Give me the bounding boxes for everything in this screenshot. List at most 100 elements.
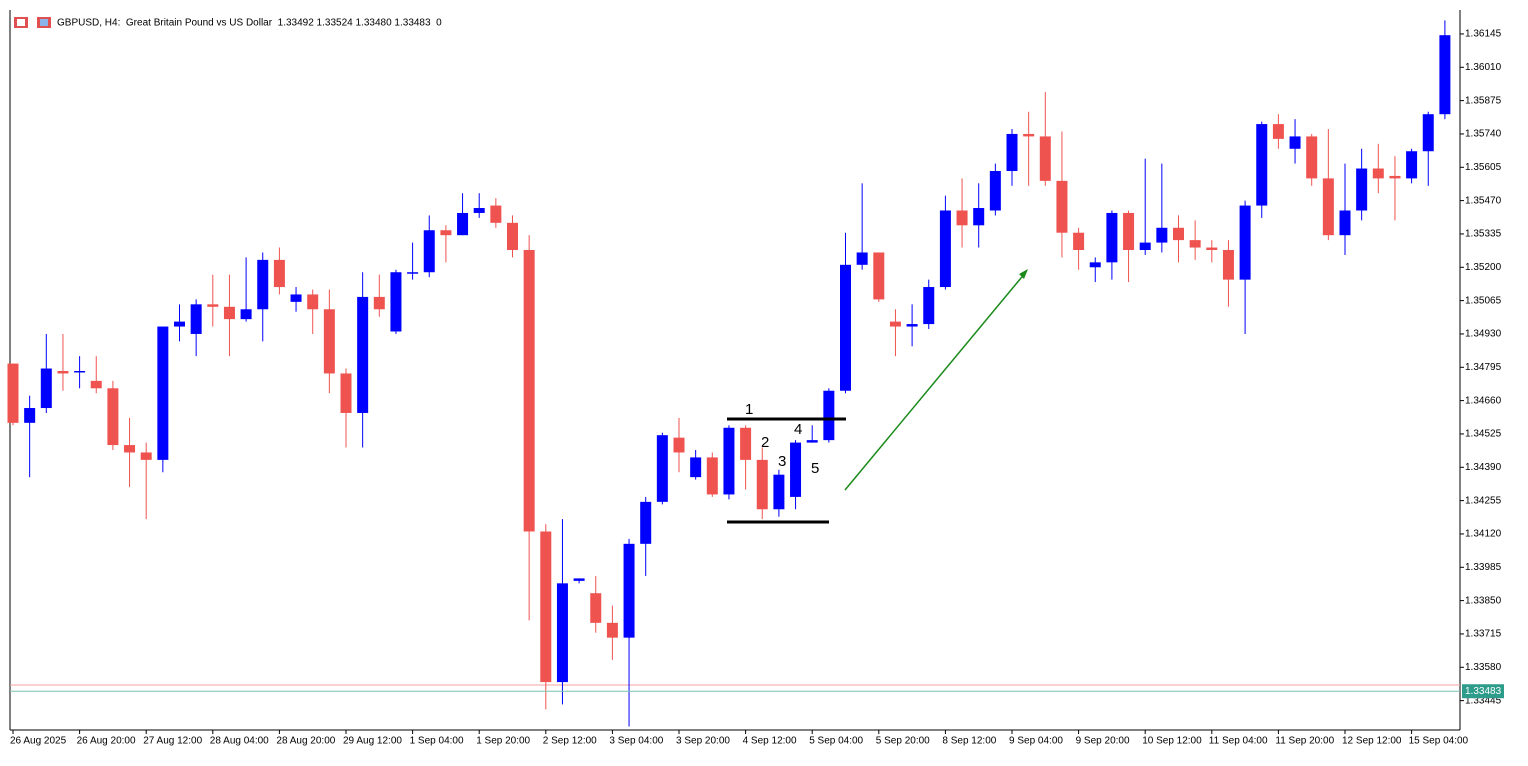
candle-body: [640, 501, 652, 544]
candle-body: [939, 210, 951, 288]
x-tick-label: 26 Aug 20:00: [77, 736, 136, 747]
y-tick-label: 1.34390: [1465, 462, 1502, 473]
y-tick-label: 1.33580: [1465, 662, 1502, 673]
candle-body: [706, 457, 718, 495]
x-tick-label: 27 Aug 12:00: [143, 736, 202, 747]
candle-body: [556, 583, 568, 683]
x-tick-label: 28 Aug 04:00: [210, 736, 269, 747]
x-tick-label: 15 Sep 04:00: [1409, 736, 1469, 747]
candle-body: [1206, 247, 1218, 250]
candle-body: [473, 208, 485, 213]
candle-body: [723, 427, 735, 495]
candle-body: [1406, 151, 1418, 179]
candle-body: [823, 390, 835, 441]
candle-body: [340, 373, 352, 413]
arrow-head: [1019, 269, 1028, 279]
x-tick-label: 8 Sep 12:00: [942, 736, 996, 747]
candle-body: [190, 304, 202, 334]
candle-body: [1189, 240, 1201, 248]
x-tick-label: 1 Sep 04:00: [410, 736, 464, 747]
current-price-box: [1462, 684, 1504, 699]
candle-body: [1256, 124, 1268, 206]
candle-body: [74, 370, 86, 373]
candle-body: [507, 222, 518, 250]
candle-body: [1439, 35, 1451, 115]
annotation: 4: [794, 421, 802, 438]
y-tick-label: 1.35605: [1465, 162, 1502, 173]
x-tick-label: 4 Sep 12:00: [743, 736, 797, 747]
candle-body: [57, 370, 69, 374]
candle-body: [124, 445, 136, 453]
candle-body: [1422, 114, 1434, 152]
candle-body: [1056, 180, 1068, 233]
candle-body: [440, 230, 452, 236]
candle-body: [1289, 136, 1301, 149]
x-tick-label: 3 Sep 04:00: [609, 736, 663, 747]
x-tick-label: 1 Sep 20:00: [476, 736, 530, 747]
candle-body: [1023, 133, 1035, 137]
candle-body: [390, 272, 402, 332]
y-tick-label: 1.35335: [1465, 229, 1502, 240]
annotation: 5: [811, 460, 819, 477]
x-tick-label: 5 Sep 04:00: [809, 736, 863, 747]
candle-body: [1222, 250, 1234, 280]
arrow: [844, 271, 1027, 491]
candle-body: [273, 259, 285, 288]
x-tick-label: 9 Sep 04:00: [1009, 736, 1063, 747]
candle-body: [1173, 227, 1184, 241]
candle-body: [1139, 242, 1151, 250]
candle-body: [873, 252, 885, 300]
x-tick-label: 11 Sep 20:00: [1275, 736, 1334, 747]
y-tick-label: 1.34255: [1465, 495, 1502, 506]
candle-body: [523, 250, 535, 532]
candle-body: [806, 440, 818, 443]
annotation: 3: [778, 453, 786, 470]
candle-body: [157, 326, 169, 460]
y-tick-label: 1.35470: [1465, 195, 1502, 206]
y-tick-label: 1.36010: [1465, 62, 1502, 73]
candle-body: [423, 230, 435, 273]
x-tick-label: 3 Sep 20:00: [676, 736, 730, 747]
candle-body: [90, 380, 102, 389]
y-tick-label: 1.33715: [1465, 629, 1502, 640]
candle-body: [756, 459, 768, 510]
icon: [40, 19, 48, 26]
y-tick-label: 1.35065: [1465, 295, 1502, 306]
candle-body: [373, 296, 385, 310]
candle-body: [1073, 232, 1085, 250]
y-tick-label: 1.34525: [1465, 429, 1502, 440]
candle-body: [1389, 175, 1401, 179]
candle-body: [207, 304, 219, 307]
y-tick-label: 1.33850: [1465, 595, 1502, 606]
candle-body: [540, 531, 552, 683]
candle-body: [457, 212, 469, 236]
candle-body: [606, 622, 618, 638]
candle-body: [24, 408, 36, 423]
candle-body: [323, 309, 335, 374]
candle-body: [790, 442, 802, 497]
chart-title: GBPUSD, H4: Great Britain Pound vs US Do…: [57, 18, 442, 29]
x-tick-label: 29 Aug 12:00: [343, 736, 402, 747]
x-tick-label: 5 Sep 20:00: [876, 736, 930, 747]
candle-body: [856, 252, 868, 265]
candle-body: [223, 306, 235, 320]
candle-body: [573, 578, 585, 581]
candle-body: [1322, 178, 1334, 236]
candle-body: [140, 452, 152, 460]
icon: [17, 19, 25, 26]
candle-body: [257, 259, 269, 310]
y-tick-label: 1.33445: [1465, 695, 1502, 706]
y-tick-label: 1.33985: [1465, 562, 1502, 573]
x-tick-label: 12 Sep 12:00: [1342, 736, 1402, 747]
candle-body: [1306, 136, 1318, 179]
current-price-label: 1.33483: [1465, 686, 1502, 697]
annotation: 2: [761, 434, 769, 451]
candle-body: [1106, 212, 1118, 263]
y-tick-label: 1.34660: [1465, 395, 1502, 406]
candle-body: [357, 296, 369, 413]
candle-body: [490, 205, 502, 223]
x-tick-label: 11 Sep 04:00: [1209, 736, 1268, 747]
candle-body: [307, 294, 319, 310]
